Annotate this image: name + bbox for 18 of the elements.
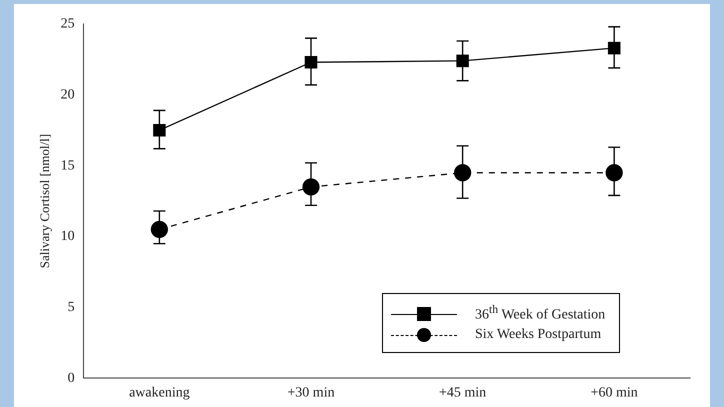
point bbox=[304, 56, 318, 69]
y-tick-label: 0 bbox=[68, 370, 75, 386]
y-tick-label: 15 bbox=[60, 158, 75, 174]
x-tick-label: +45 min bbox=[439, 385, 486, 400]
x-tick-label: +30 min bbox=[287, 385, 335, 400]
x-tick-label: awakening bbox=[129, 385, 190, 400]
point bbox=[153, 124, 166, 137]
y-axis-title: Salivary Cortisol [nmol/l] bbox=[37, 134, 52, 268]
y-tick-label: 20 bbox=[60, 88, 75, 103]
point bbox=[302, 178, 320, 196]
y-tick-label: 10 bbox=[60, 229, 75, 244]
x-tick-label: +60 min bbox=[590, 385, 638, 400]
y-tick-label: 25 bbox=[60, 16, 75, 32]
y-tick-label: 5 bbox=[68, 300, 75, 316]
point bbox=[606, 164, 623, 182]
legend-label: 36$^{th}$ Week of Gestation bbox=[475, 303, 606, 324]
legend-label: Six Weeks Postpartum bbox=[475, 326, 602, 343]
point bbox=[150, 220, 168, 238]
